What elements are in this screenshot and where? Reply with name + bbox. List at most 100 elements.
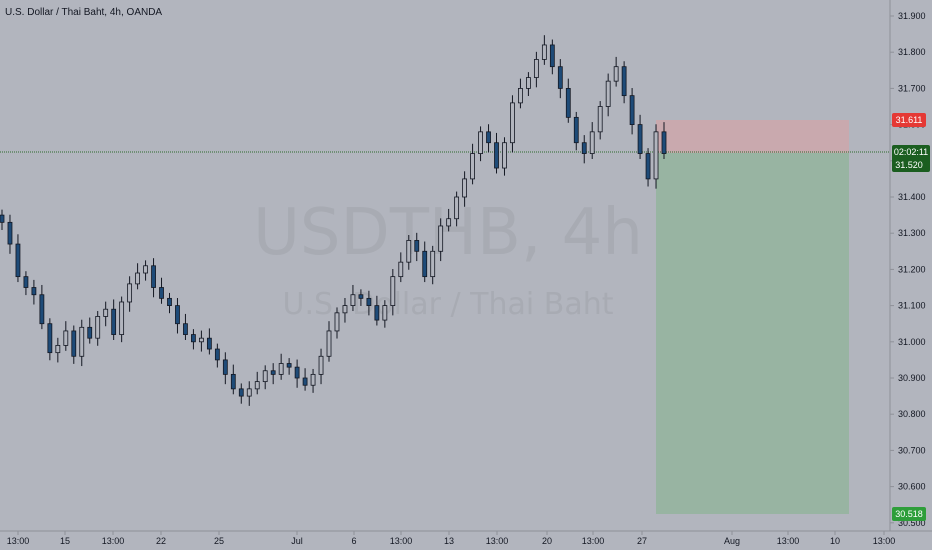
candle-body	[79, 326, 85, 357]
y-tick-label: 31.200	[898, 264, 926, 274]
candle-body	[143, 265, 148, 274]
candle-body	[31, 287, 37, 296]
candle-body	[653, 131, 659, 180]
x-tick-label: 15	[60, 536, 70, 546]
candle-body	[238, 388, 244, 397]
candle-body	[629, 95, 635, 125]
x-tick-label: 13	[444, 536, 454, 546]
candles-group	[0, 35, 667, 406]
y-tick-label: 30.600	[898, 482, 926, 492]
price-axis[interactable]: 31.90031.80031.70031.60031.50031.40031.3…	[890, 11, 926, 528]
candle-body	[541, 44, 547, 60]
candle-body	[63, 330, 69, 346]
y-tick-label: 31.100	[898, 301, 926, 311]
x-tick-label: 10	[830, 536, 840, 546]
candle-body	[87, 326, 93, 339]
candle-body	[246, 388, 252, 397]
candle-body	[526, 77, 531, 89]
x-tick-label: 13:00	[7, 536, 30, 546]
candle-body	[462, 178, 468, 198]
candle-body	[518, 88, 523, 104]
candle-body	[390, 276, 396, 307]
candle-body	[294, 366, 300, 379]
take-profit-label: 30.518	[895, 509, 923, 519]
candle-body	[95, 316, 101, 339]
x-tick-label: 6	[351, 536, 356, 546]
last-price-label: 31.520	[895, 160, 923, 170]
symbol-title: U.S. Dollar / Thai Baht, 4h, OANDA	[5, 7, 162, 18]
x-tick-label: 13:00	[486, 536, 509, 546]
candle-body	[454, 196, 460, 220]
candle-body	[510, 102, 515, 144]
x-tick-label: 13:00	[777, 536, 800, 546]
candle-body	[565, 88, 571, 118]
candle-body	[15, 243, 21, 278]
y-tick-label: 30.800	[898, 409, 926, 419]
candle-body	[661, 131, 667, 154]
candle-body	[430, 250, 436, 278]
candle-body	[597, 106, 603, 133]
candle-body	[342, 305, 348, 314]
stop-loss-zone[interactable]	[656, 120, 849, 153]
candle-body	[446, 218, 452, 227]
x-tick-label: 27	[637, 536, 647, 546]
candle-body	[254, 381, 260, 390]
candle-body	[39, 294, 45, 325]
candle-body	[406, 240, 412, 263]
candle-body	[486, 131, 491, 144]
candle-body	[605, 80, 611, 107]
take-profit-tag	[892, 507, 926, 521]
time-axis[interactable]: 13:00 15 13:00 22 25 Jul 6 13:00 13 13:00 20 13:00 2…	[7, 531, 896, 546]
candle-body	[71, 330, 77, 357]
y-tick-label: 30.900	[898, 373, 926, 383]
candle-body	[438, 225, 444, 252]
candle-body	[645, 153, 651, 180]
candle-body	[278, 363, 284, 375]
candle-body	[366, 297, 372, 306]
candle-body	[382, 305, 388, 321]
candle-body	[262, 370, 268, 383]
watermark-ticker: USDTHB, 4h	[253, 196, 643, 270]
candle-body	[470, 153, 475, 180]
y-tick-label: 30.500	[898, 518, 926, 528]
candle-body	[7, 221, 13, 245]
y-tick-label: 31.300	[898, 228, 926, 238]
candle-body	[326, 330, 332, 357]
stop-loss-tag	[892, 113, 926, 127]
x-tick-label: 13:00	[873, 536, 896, 546]
candle-body	[414, 240, 420, 252]
candle-body	[573, 116, 579, 144]
x-tick-label: 22	[156, 536, 166, 546]
candle-body	[119, 301, 125, 335]
x-tick-label: 25	[214, 536, 224, 546]
candle-body	[167, 297, 172, 306]
candle-body	[494, 142, 499, 169]
candle-body	[198, 337, 204, 343]
watermark-description: U.S. Dollar / Thai Baht	[283, 287, 614, 322]
last-price-tag	[892, 145, 930, 172]
candle-body	[549, 44, 555, 68]
candle-body	[374, 305, 380, 321]
countdown-label: 02:02:11	[894, 147, 928, 157]
candle-body	[0, 214, 5, 223]
candle-body	[23, 276, 29, 288]
candle-body	[557, 66, 563, 89]
candle-body	[422, 250, 428, 278]
candle-body	[206, 337, 212, 350]
candle-body	[581, 142, 587, 154]
take-profit-zone[interactable]	[656, 153, 849, 514]
x-tick-label: 13:00	[102, 536, 125, 546]
candle-body	[621, 66, 627, 97]
y-tick-label: 31.900	[898, 11, 926, 21]
x-tick-label: 13:00	[582, 536, 605, 546]
y-tick-label: 30.700	[898, 445, 926, 455]
y-tick-label: 31.700	[898, 83, 926, 93]
candle-body	[589, 131, 595, 154]
candle-body	[358, 294, 364, 299]
candle-body	[103, 308, 109, 317]
candle-body	[613, 66, 619, 82]
candle-body	[318, 355, 324, 375]
x-tick-label: 13:00	[390, 536, 413, 546]
x-tick-label: Aug	[724, 536, 740, 546]
